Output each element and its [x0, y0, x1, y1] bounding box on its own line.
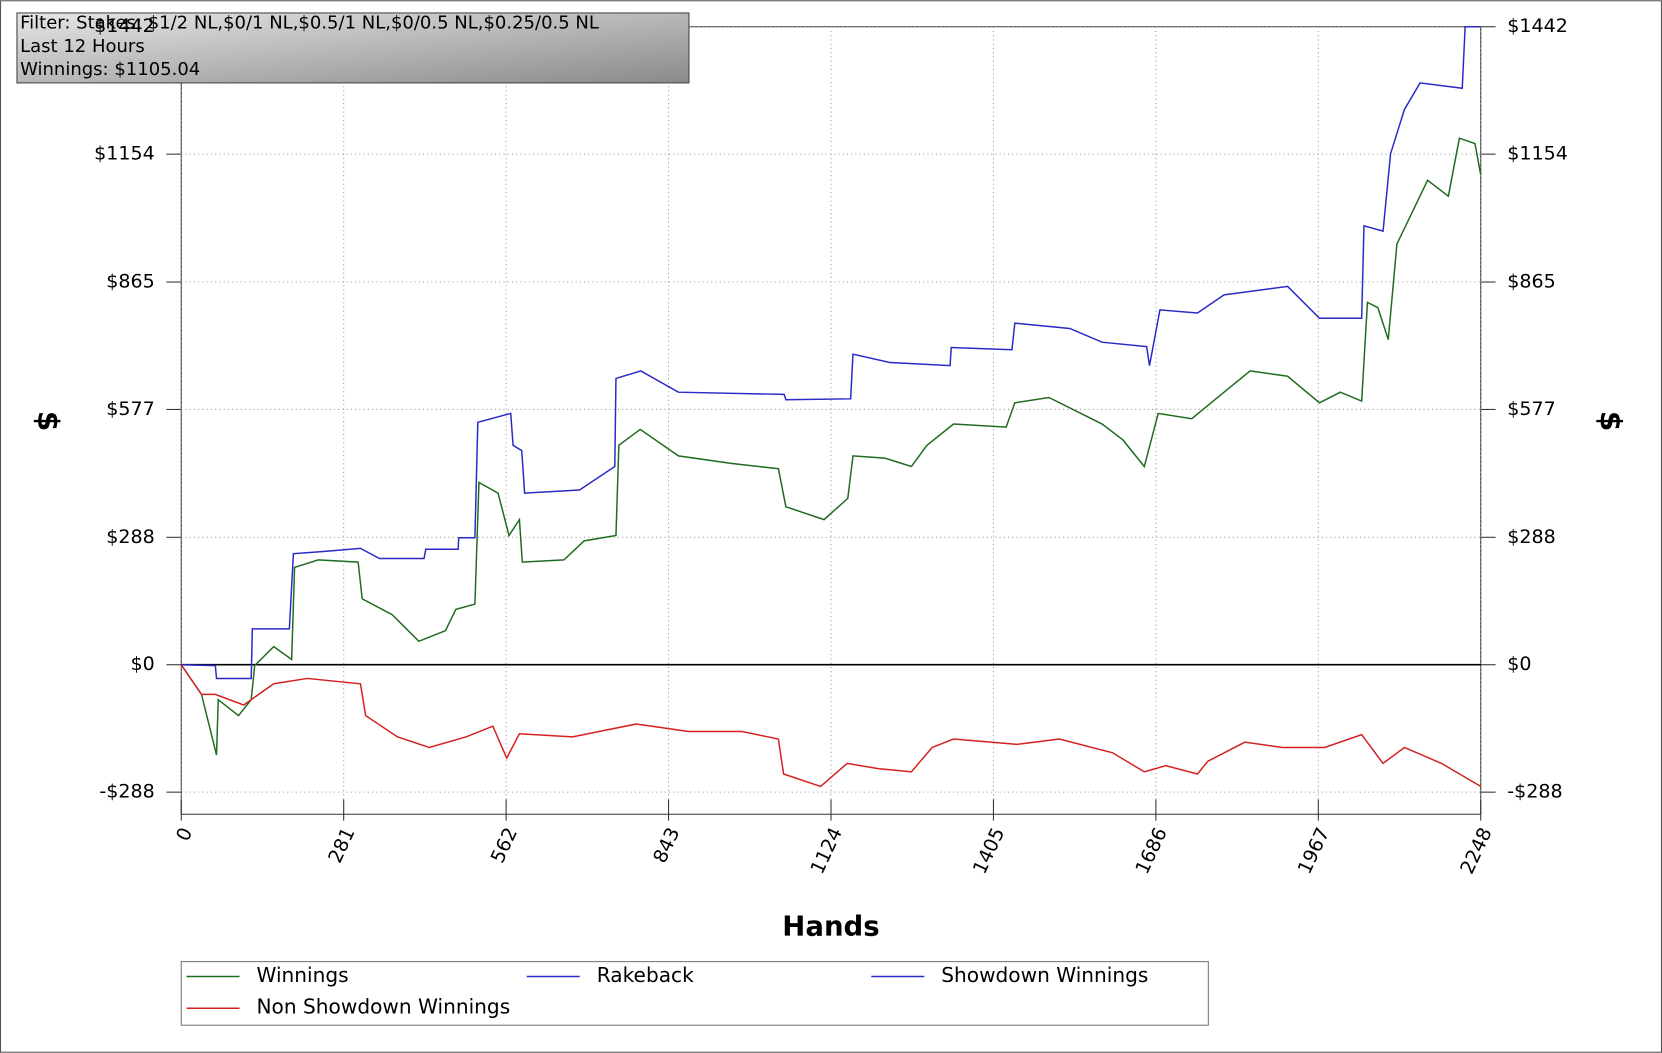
series-line — [180, 137, 1482, 756]
y-tick-label: $865 — [106, 271, 155, 293]
y2-tick-label: $865 — [1507, 271, 1556, 293]
info-box — [16, 12, 690, 84]
info-line: Filter: Stakes: $1/2 NL,$0/1 NL,$0.5/1 N… — [20, 13, 599, 34]
y2-tick-label: $1442 — [1507, 15, 1568, 37]
y-tick-label: $1442 — [94, 15, 155, 37]
legend-entries: Winnings Rakeback Showdown Winnings Non Sho… — [186, 963, 1148, 1019]
y2-tick-label: -$288 — [1507, 781, 1562, 803]
legend-label: Rakeback — [597, 963, 694, 987]
lines — [180, 25, 1482, 788]
legend-label: Winnings — [257, 963, 349, 987]
y-tick-label: $577 — [106, 398, 155, 420]
y-tick-label: $0 — [130, 653, 154, 675]
y-tick-label: $288 — [106, 526, 155, 548]
info-line: Winnings: $1105.04 — [20, 59, 200, 80]
y-axis-label: $ — [31, 411, 66, 432]
y-tick-label: $1154 — [94, 143, 155, 165]
y2-tick-label: $577 — [1507, 398, 1556, 420]
x-axis-label: Hands — [782, 911, 879, 943]
series-line — [180, 664, 1482, 788]
legend-label: Showdown Winnings — [941, 963, 1148, 987]
y-tick-label: -$288 — [99, 781, 154, 803]
y2-tick-label: $1154 — [1507, 143, 1568, 165]
y2-tick-label: $288 — [1507, 526, 1556, 548]
series-line — [181, 25, 1481, 680]
y2-tick-label: $0 — [1507, 653, 1531, 675]
y2-axis-label: $ — [1594, 411, 1629, 432]
legend — [180, 961, 1209, 1026]
legend-label: Non Showdown Winnings — [257, 995, 511, 1019]
info-line: Last 12 Hours — [20, 36, 145, 57]
